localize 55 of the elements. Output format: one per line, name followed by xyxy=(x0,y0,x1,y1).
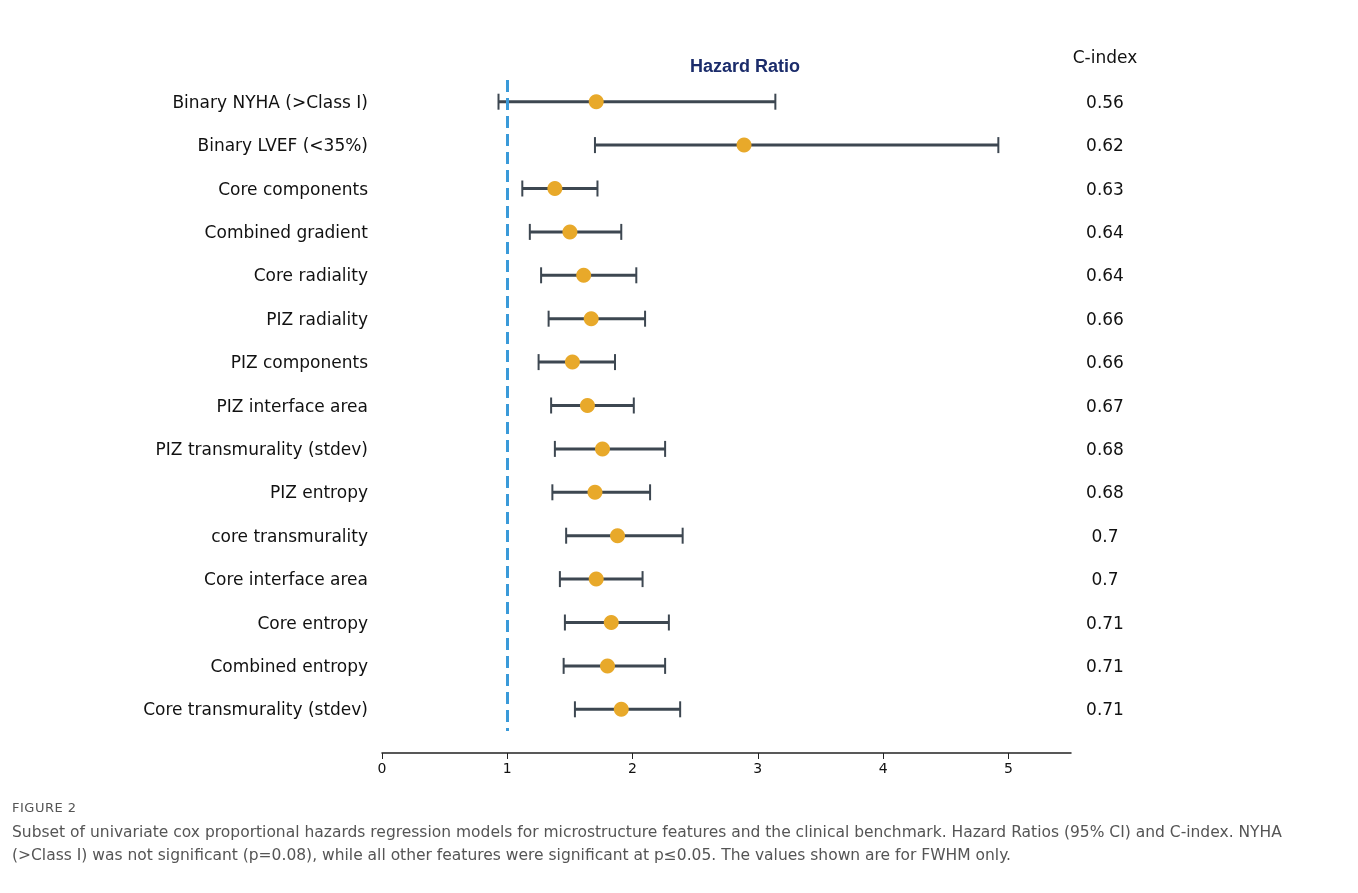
x-tick-label: 3 xyxy=(753,760,763,776)
point xyxy=(600,658,615,674)
point xyxy=(547,181,563,196)
text: C-index xyxy=(1072,47,1138,67)
point xyxy=(610,528,626,544)
text: Subset of univariate cox proportional hazards regression models for microstructure features and the clinical benchmark. Hazard Ratios (95% CI) and C-index. NYHA (>Class I) was not significant (p=0.08), while all other features were significant at p≤0.05. The values shown are for FWHM only. xyxy=(12,822,1283,866)
y-tick-label: Core interface area xyxy=(204,569,368,590)
x-tick-label: 2 xyxy=(628,760,638,776)
text: 0.64 xyxy=(1086,265,1124,286)
text: 0.7 xyxy=(1091,525,1119,546)
caption: FIGURE 2 xyxy=(12,800,78,815)
y-tick-label: Core transmurality (stdev) xyxy=(143,699,368,720)
text: 0.62 xyxy=(1086,135,1124,156)
text: 0.71 xyxy=(1086,699,1124,720)
text: 0.63 xyxy=(1086,178,1124,199)
text: 0.67 xyxy=(1086,395,1124,416)
y-tick-label: Core components xyxy=(218,178,369,199)
y-tick-label: PIZ transmurality (stdev) xyxy=(155,438,368,459)
y-tick-label: Core radiality xyxy=(253,265,368,286)
text: 0.7 xyxy=(1091,569,1119,590)
text: 0.71 xyxy=(1086,655,1124,676)
point xyxy=(576,267,592,283)
y-tick-label: PIZ radiality xyxy=(266,308,368,329)
text: 0.68 xyxy=(1086,438,1124,459)
point xyxy=(587,484,603,500)
y-tick-label: PIZ entropy xyxy=(269,482,368,503)
y-tick-label: Core entropy xyxy=(257,612,368,633)
x-tick-label: 1 xyxy=(502,760,512,776)
text: 0.68 xyxy=(1086,482,1124,503)
y-tick-label: Combined gradient xyxy=(204,221,369,242)
y-tick-label: PIZ components xyxy=(230,352,369,373)
point xyxy=(579,398,595,413)
text: 0.56 xyxy=(1086,91,1124,112)
point xyxy=(603,615,619,630)
point xyxy=(583,311,599,327)
chart-title: Hazard Ratio xyxy=(689,56,801,76)
point xyxy=(613,701,629,717)
point xyxy=(588,94,604,110)
text: 0.66 xyxy=(1086,352,1124,373)
text: 0.71 xyxy=(1086,612,1124,633)
point xyxy=(595,441,610,457)
y-tick-label: Combined entropy xyxy=(210,655,368,676)
y-tick-label: PIZ interface area xyxy=(216,395,368,416)
point xyxy=(588,571,604,587)
point xyxy=(562,224,578,240)
x-tick-label: 4 xyxy=(878,760,888,776)
y-tick-label: Binary NYHA (>Class I) xyxy=(172,91,368,112)
text: 0.66 xyxy=(1086,308,1124,329)
x-tick-label: 0 xyxy=(377,760,387,776)
y-tick-label: Binary LVEF (<35%) xyxy=(197,135,368,156)
x-tick-label: 5 xyxy=(1003,760,1013,776)
point xyxy=(564,354,580,370)
y-tick-label: core transmurality xyxy=(211,525,368,546)
text: 0.64 xyxy=(1086,221,1124,242)
point xyxy=(736,137,752,153)
